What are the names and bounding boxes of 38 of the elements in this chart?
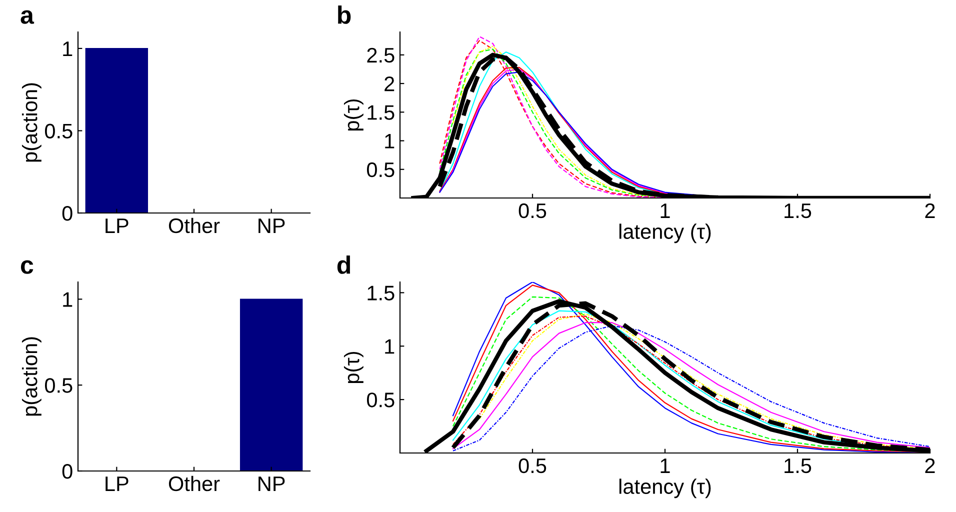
y-tick-label: 0.5 <box>366 162 394 178</box>
y-axis-title: p(τ) <box>344 352 364 383</box>
x-tick-label: 2 <box>925 203 935 218</box>
y-tick-label: 1 <box>63 292 72 307</box>
x-tick-label: LP <box>106 218 128 233</box>
y-tick-label: 0 <box>62 464 72 479</box>
x-tick-label: NP <box>258 218 285 233</box>
chart-title: a <box>20 10 34 24</box>
x-tick-label: NP <box>258 476 285 491</box>
y-tick-label: 0 <box>62 206 72 221</box>
chart-title: c <box>20 260 34 274</box>
x-axis-title: latency (τ) <box>619 478 711 498</box>
y-axis-title: p(τ) <box>344 99 364 130</box>
x-tick-label: 1.5 <box>784 204 812 218</box>
y-tick-label: 1 <box>385 339 394 354</box>
y-tick-label: 1 <box>63 42 72 56</box>
x-tick-label: 1.5 <box>784 458 812 474</box>
y-tick-label: 0.5 <box>44 124 72 138</box>
x-tick-label: LP <box>106 476 128 491</box>
y-axis-title: p(action) <box>22 337 42 416</box>
x-tick-label: 1 <box>660 458 670 473</box>
y-axis-title: p(action) <box>22 83 42 162</box>
y-tick-label: 1.5 <box>368 105 394 120</box>
x-tick-label: Other <box>168 218 220 234</box>
x-tick-label: 1 <box>660 204 670 218</box>
y-tick-label: 1.5 <box>368 286 394 300</box>
chart-title: b <box>338 6 351 24</box>
x-tick-label: 0.5 <box>518 203 546 218</box>
y-tick-label: 2 <box>384 76 394 92</box>
y-tick-label: 0.5 <box>366 392 394 408</box>
y-tick-label: 1 <box>385 134 394 148</box>
y-tick-label: 2.5 <box>367 48 394 63</box>
y-tick-label: 0.5 <box>44 378 72 393</box>
x-axis-title: latency (τ) <box>619 224 711 244</box>
x-tick-label: Other <box>168 476 220 492</box>
x-tick-label: 0.5 <box>518 458 546 474</box>
x-tick-label: 2 <box>925 458 935 473</box>
chart-title: d <box>337 256 350 274</box>
